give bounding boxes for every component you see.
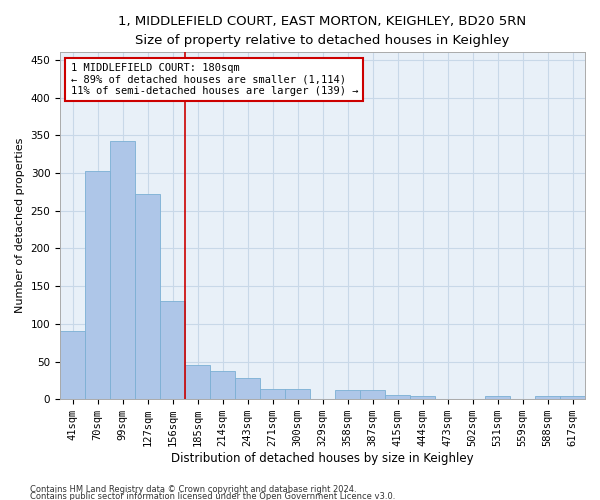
Bar (410, 396, 435, 399)
Bar (485, 396, 510, 399)
Bar (160, 301, 185, 399)
Bar (185, 366, 210, 399)
Bar (260, 388, 285, 399)
Text: 1 MIDDLEFIELD COURT: 180sqm
← 89% of detached houses are smaller (1,114)
11% of : 1 MIDDLEFIELD COURT: 180sqm ← 89% of det… (71, 62, 358, 96)
Y-axis label: Number of detached properties: Number of detached properties (15, 138, 25, 314)
Bar (285, 388, 310, 399)
Text: Contains HM Land Registry data © Crown copyright and database right 2024.: Contains HM Land Registry data © Crown c… (30, 486, 356, 494)
Bar (210, 370, 235, 399)
Title: 1, MIDDLEFIELD COURT, EAST MORTON, KEIGHLEY, BD20 5RN
Size of property relative : 1, MIDDLEFIELD COURT, EAST MORTON, KEIGH… (118, 15, 527, 47)
Bar (560, 396, 585, 399)
Bar (110, 142, 135, 399)
Bar (385, 396, 410, 399)
Text: Contains public sector information licensed under the Open Government Licence v3: Contains public sector information licen… (30, 492, 395, 500)
Bar (85, 172, 110, 399)
Bar (60, 332, 85, 399)
Bar (360, 390, 385, 399)
X-axis label: Distribution of detached houses by size in Keighley: Distribution of detached houses by size … (171, 452, 474, 465)
Bar (135, 194, 160, 399)
Bar (335, 390, 360, 399)
Bar (535, 396, 560, 399)
Bar (235, 378, 260, 399)
